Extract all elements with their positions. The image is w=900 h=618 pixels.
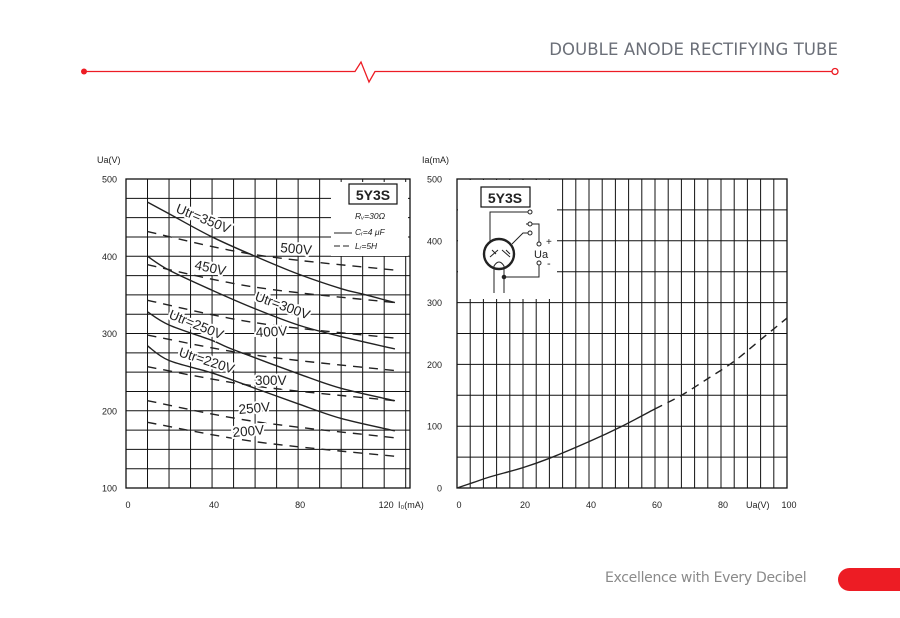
y-tick-label: 200 [427,360,442,370]
y-tick-label: 100 [102,484,117,494]
plus-sign: + [546,237,552,248]
footer-tagline: Excellence with Every Decibel [605,570,807,586]
rule-end-circle [831,67,839,76]
anode-characteristic-chart: 0 100 200 300 400 500 0 20 40 60 80 100 Ia(mA) Ua(V) 5… [422,155,797,510]
legend-rv: Rᵥ=30Ω [355,211,386,221]
plot-frame [456,178,788,489]
x-tick-label: 0 [125,500,130,510]
x-tick-label: 80 [718,500,728,510]
voltage-label: Ua [534,249,549,261]
solid-curve [147,201,396,304]
pulse-line [84,60,832,84]
terminal-icon [536,241,542,247]
curve-label: Utr=250V [167,307,226,342]
x-tick-label: 120 [379,500,394,510]
curve-label: 300V [255,373,287,388]
terminal-icon [527,221,533,227]
tube-badge [348,183,398,205]
x-tick-label: 80 [295,500,305,510]
x-axis-label: I₀(mA) [398,500,424,510]
terminal-icon [527,209,533,215]
y-tick-label: 100 [427,422,442,432]
y-tick-label: 500 [427,175,442,185]
junction-dot [501,274,507,280]
tube-badge-label: 5Y3S [488,190,522,206]
y-axis-label: Ia(mA) [422,155,449,165]
minus-sign: - [547,258,551,270]
terminal-icon [536,260,542,266]
dashed-curve [654,317,788,410]
x-tick-label: 0 [456,500,461,510]
curve-label: Utr=350V [174,201,233,236]
curve-label: 200V [232,422,265,440]
x-tick-label: 40 [209,500,219,510]
plot-frame [125,178,411,489]
x-axis-label: Ua(V) [746,500,770,510]
legend-cr: Cᵣ=4 μF [355,227,385,237]
tube-badge [480,186,531,208]
dashed-curve [147,400,396,439]
x-tick-label: 60 [652,500,662,510]
curve-label: 250V [238,399,271,417]
y-tick-label: 400 [427,236,442,246]
footer-accent-pill [838,568,900,591]
x-tick-label: 20 [520,500,530,510]
tube-filament [493,261,505,293]
y-tick-label: 400 [102,252,117,262]
solid-curve [147,345,396,432]
y-axis-label: Ua(V) [97,155,121,165]
solid-curve [147,311,396,402]
y-tick-label: 300 [102,329,117,339]
y-tick-label: 200 [102,406,117,416]
curve-label: Utr=300V [253,289,312,323]
x-tick-label: 40 [586,500,596,510]
solid-curve [456,408,656,489]
tube-badge-label: 5Y3S [356,187,390,203]
tube-anodes [489,249,511,258]
header-rule [81,60,839,84]
schematic-wires [489,211,540,278]
legend-lr: Lᵣ=5H [355,241,378,251]
tube-schematic-icon [482,209,542,293]
voltage-vs-current-chart: 100 200 300 400 500 0 40 80 120 Ua(V) I₀(mA) Utr=35… [97,155,424,510]
x-tick-label: 100 [781,500,796,510]
dashed-curve [147,421,396,458]
y-tick-label: 0 [437,484,442,494]
tube-envelope [482,237,516,271]
y-tick-label: 500 [102,175,117,185]
terminal-icon [527,230,533,236]
curve-label: 400V [255,323,287,340]
curve-label: 500V [280,240,313,258]
y-tick-label: 300 [427,298,442,308]
document-title: DOUBLE ANODE RECTIFYING TUBE [549,40,838,59]
